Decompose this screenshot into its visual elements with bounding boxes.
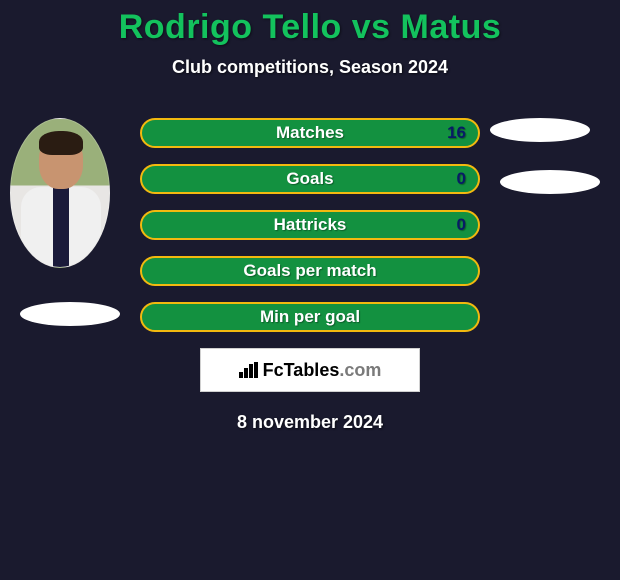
- stat-bars: Matches 16 Goals 0 Hattricks 0 Goals per…: [140, 118, 480, 348]
- bar-goals: Goals 0: [140, 164, 480, 194]
- bar-label: Matches: [276, 123, 344, 143]
- player-photo: [10, 118, 110, 268]
- bar-min-per-goal: Min per goal: [140, 302, 480, 332]
- pill-left: [20, 302, 120, 326]
- bar-label: Goals per match: [243, 261, 376, 281]
- bar-chart-icon: [239, 362, 259, 378]
- bar-goals-per-match: Goals per match: [140, 256, 480, 286]
- pill-right-1: [490, 118, 590, 142]
- date-stamp: 8 november 2024: [0, 412, 620, 433]
- brand-suffix: .com: [339, 360, 381, 380]
- brand-box: FcTables.com: [200, 348, 420, 392]
- bar-hattricks: Hattricks 0: [140, 210, 480, 240]
- bar-value: 16: [447, 123, 466, 143]
- bar-matches: Matches 16: [140, 118, 480, 148]
- bar-label: Goals: [286, 169, 333, 189]
- bar-value: 0: [457, 215, 466, 235]
- comparison-infographic: Rodrigo Tello vs Matus Club competitions…: [0, 0, 620, 580]
- brand-text: FcTables.com: [263, 360, 382, 381]
- brand-name: FcTables: [263, 360, 340, 380]
- bar-label: Min per goal: [260, 307, 360, 327]
- bar-label: Hattricks: [274, 215, 347, 235]
- bar-value: 0: [457, 169, 466, 189]
- subtitle: Club competitions, Season 2024: [0, 57, 620, 78]
- page-title: Rodrigo Tello vs Matus: [0, 0, 620, 47]
- pill-right-2: [500, 170, 600, 194]
